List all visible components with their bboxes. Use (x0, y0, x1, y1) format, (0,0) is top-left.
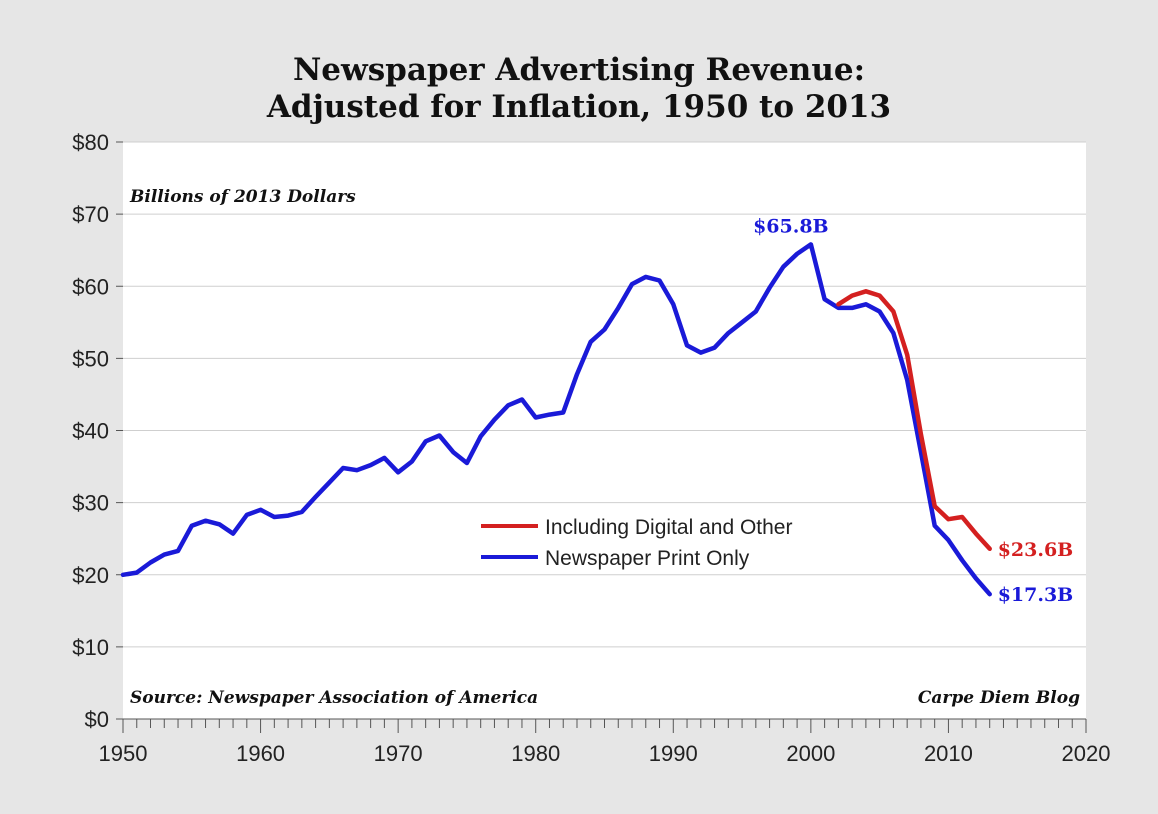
y-tick-label: $10 (72, 635, 109, 660)
legend-label-print: Newspaper Print Only (545, 547, 750, 570)
chart-title-line2: Adjusted for Inflation, 1950 to 2013 (266, 89, 891, 125)
credit-note: Carpe Diem Blog (918, 688, 1080, 708)
legend: Including Digital and Other Newspaper Pr… (481, 516, 792, 570)
series-line-print (120, 242, 992, 597)
y-tick-label: $70 (72, 202, 109, 227)
chart-title-line1: Newspaper Advertising Revenue: (293, 52, 865, 88)
x-tick-label: 1960 (236, 741, 285, 766)
value-annotation: $65.8B (753, 215, 829, 237)
x-tick-label: 1950 (99, 741, 148, 766)
y-tick-label: $50 (72, 346, 109, 371)
annotations: $65.8B $23.6B $17.3B (753, 215, 1073, 606)
gridlines (123, 141, 1086, 648)
y-tick-label: $60 (72, 274, 109, 299)
x-tick-label: 2000 (786, 741, 835, 766)
value-annotation: $23.6B (998, 539, 1074, 561)
x-tick-label: 2020 (1062, 741, 1111, 766)
legend-label-digital: Including Digital and Other (545, 516, 792, 539)
y-tick-label: $20 (72, 563, 109, 588)
x-tick-label: 1970 (374, 741, 423, 766)
y-tick-label: $80 (72, 130, 109, 155)
y-tick-label: $0 (85, 707, 109, 732)
units-note: Billions of 2013 Dollars (129, 187, 356, 207)
source-note: Source: Newspaper Association of America (130, 688, 538, 708)
axes: $0 $10 $20 $30 $40 $50 $60 $70 $80 1950 1960 1970 19… (72, 130, 1110, 766)
x-tick-label: 1980 (511, 741, 560, 766)
value-annotation: $17.3B (998, 584, 1074, 606)
series-line-digital (836, 289, 992, 552)
x-tick-label: 2010 (924, 741, 973, 766)
series-layer (120, 242, 992, 597)
x-tick-label: 1990 (649, 741, 698, 766)
y-tick-label: $30 (72, 491, 109, 516)
y-tick-label: $40 (72, 419, 109, 444)
